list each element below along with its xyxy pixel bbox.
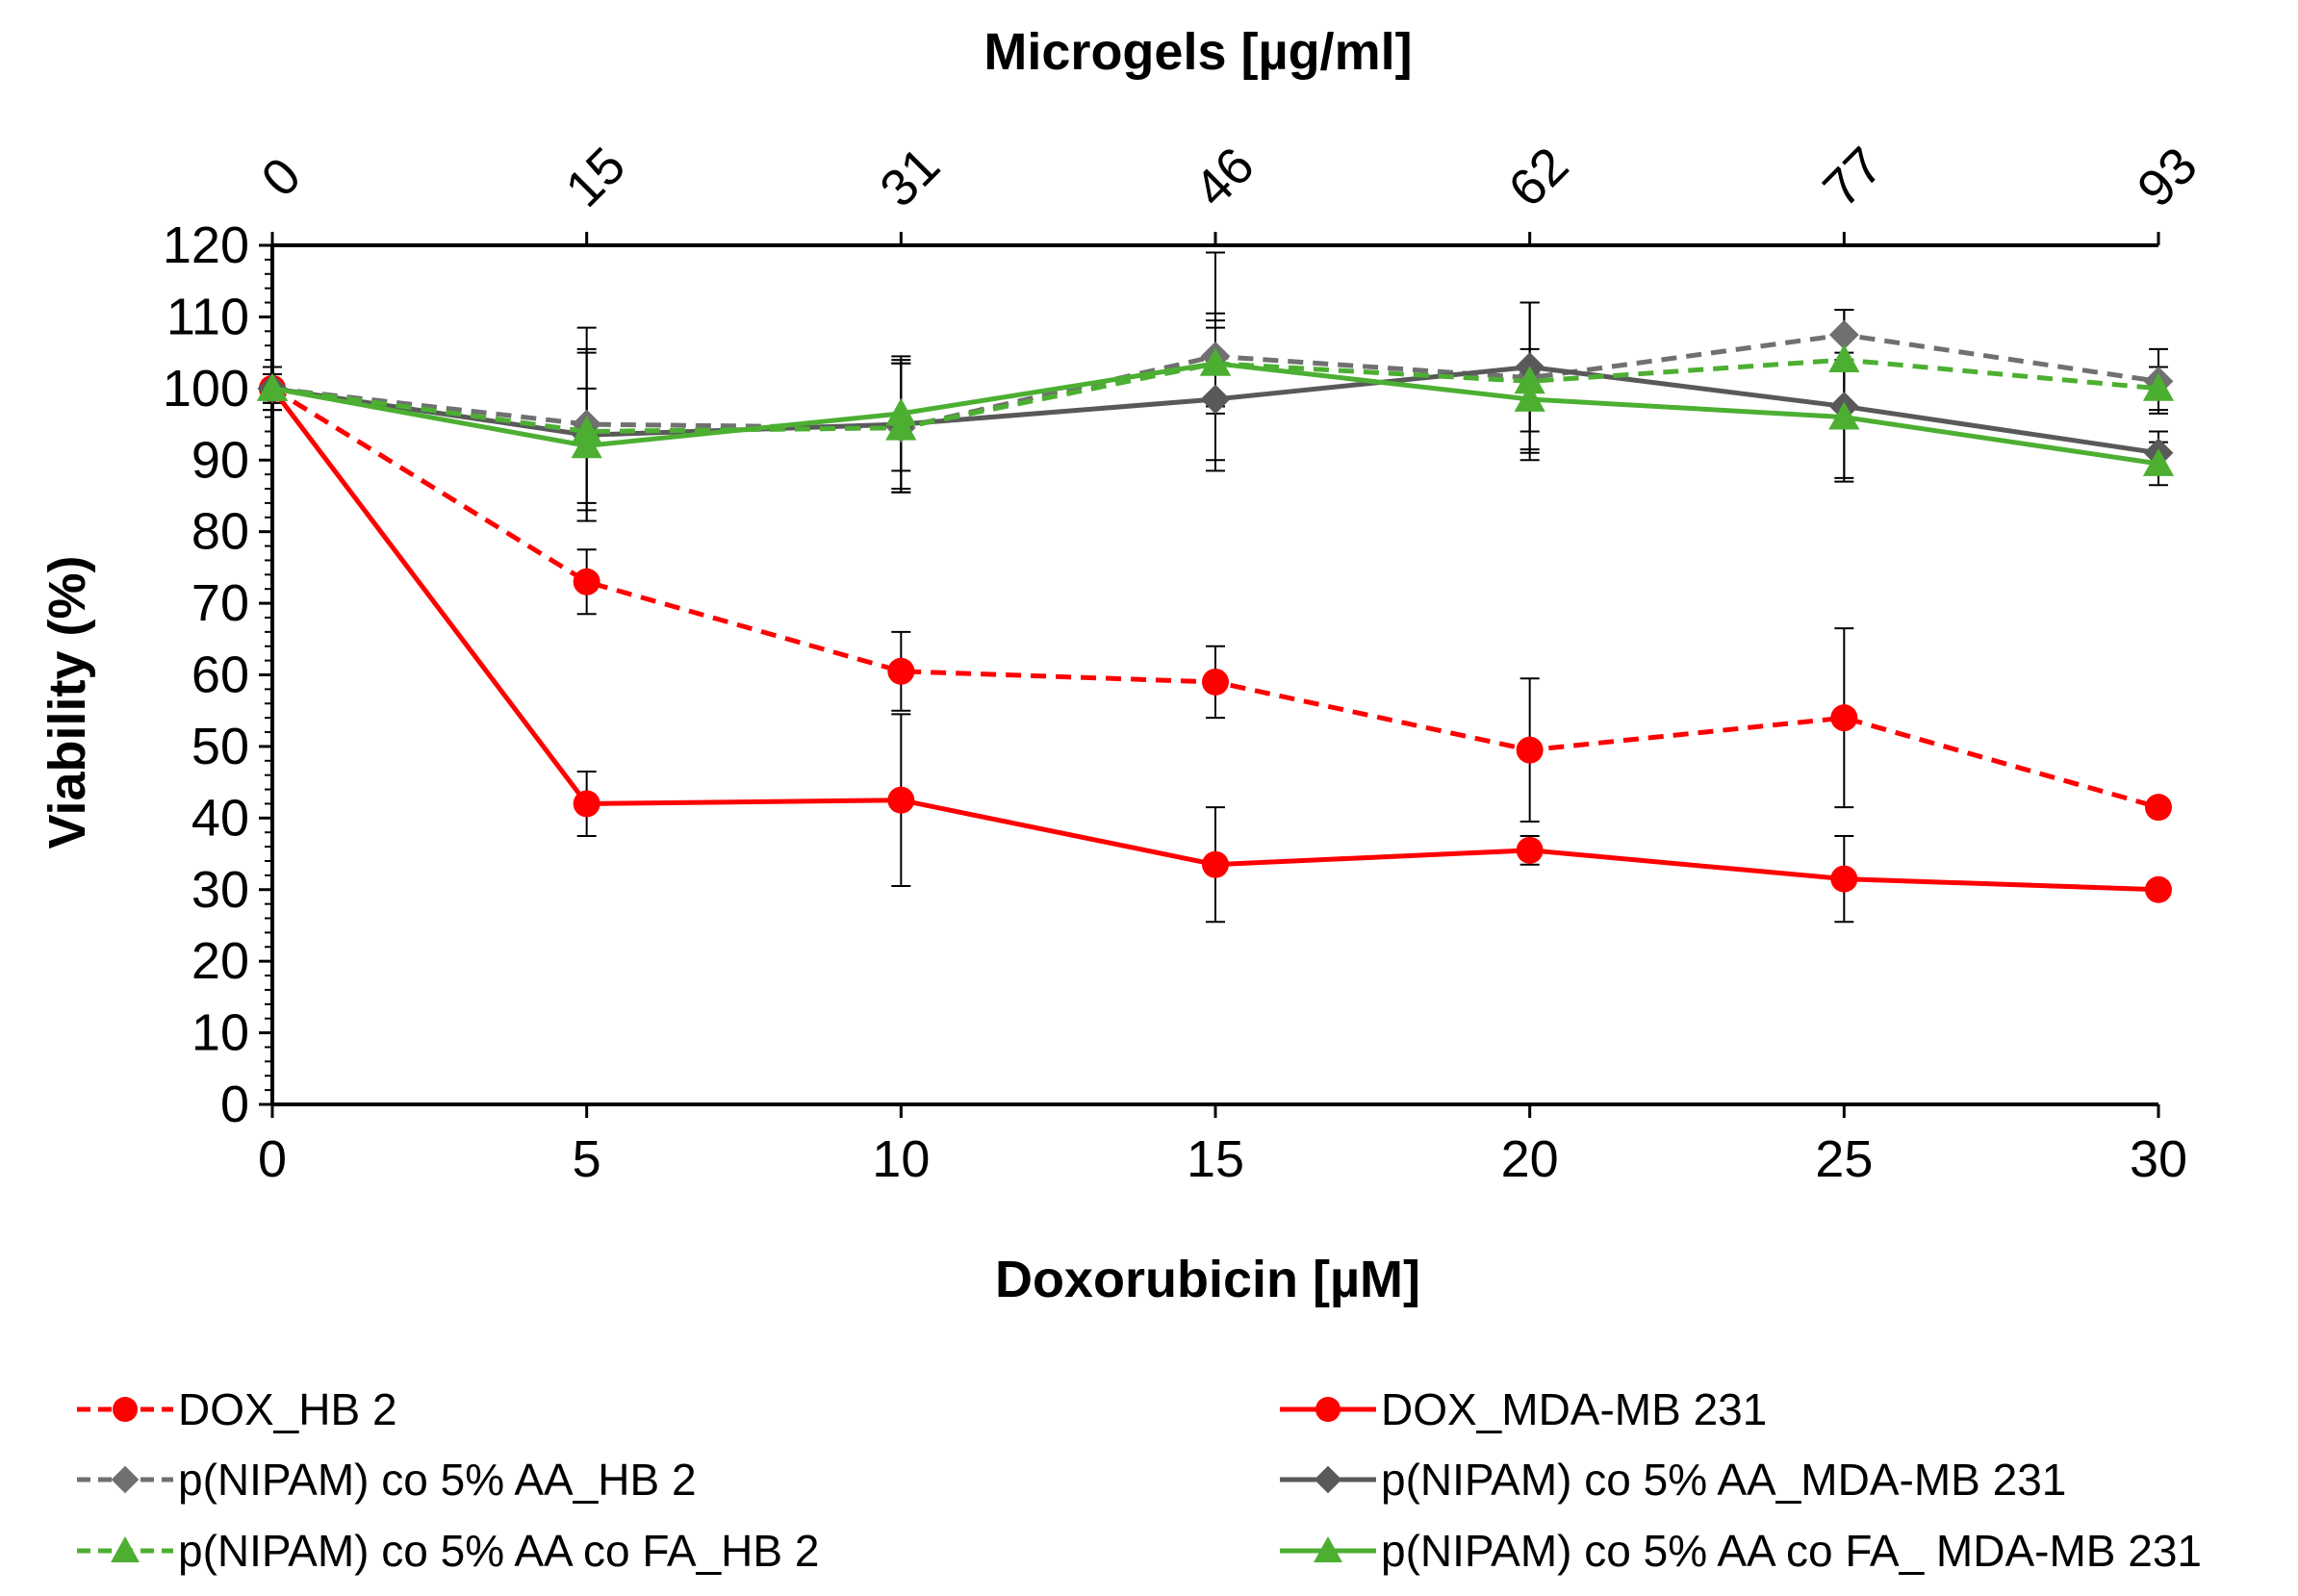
y-tick-label: 20 [192,932,249,990]
data-point [573,568,600,595]
y-tick-label: 50 [192,718,249,775]
x2-tick-label: 77 [1812,137,1894,218]
data-point [887,657,915,685]
data-point [571,430,602,459]
x-tick-label: 5 [573,1130,601,1188]
x-tick-label: 10 [872,1130,930,1188]
y-tick-label: 30 [192,861,249,919]
legend-label: p(NIPAM) co 5% AA_HB 2 [178,1455,697,1505]
data-point [1830,865,1858,893]
legend-label: DOX_MDA-MB 231 [1381,1384,1767,1434]
data-point [2142,447,2175,476]
x2-tick-label: 62 [1497,137,1579,218]
data-point [571,416,602,444]
x2-tick-label: 31 [869,137,951,218]
legend-marker [111,1465,140,1494]
legend-marker [1314,1465,1342,1494]
x2-tick-label: 0 [250,146,312,208]
y-tick-label: 90 [192,431,249,489]
legend-marker [111,1536,140,1562]
data-point [1202,850,1229,878]
y-tick-label: 120 [163,216,249,274]
x-tick-label: 20 [1501,1130,1559,1188]
data-point [1516,736,1544,764]
y-tick-label: 110 [166,288,249,345]
data-point [1830,704,1858,732]
legend-label: p(NIPAM) co 5% AA co FA_ MDA-MB 231 [1381,1526,2202,1576]
data-point [573,790,600,818]
x2-tick-label: 93 [2127,137,2209,218]
legend: DOX_HB 2 DOX_MDA-MB 231 p(NIPAM) co 5% AA_… [77,1384,2202,1576]
legend-label: p(NIPAM) co 5% AA_MDA-MB 231 [1381,1455,2066,1505]
data-point [256,372,289,401]
data-point [2142,372,2175,401]
data-point [1828,401,1860,430]
y-tick-label: 40 [192,789,249,847]
data-point [885,412,917,441]
x-tick-label: 30 [2130,1130,2187,1188]
legend-marker [1315,1397,1340,1422]
data-point [1514,383,1545,412]
legend-label: p(NIPAM) co 5% AA co FA_HB 2 [178,1526,819,1576]
legend-marker [1314,1536,1342,1562]
x-tick-label: 0 [258,1130,287,1188]
data-point [1828,343,1860,372]
x2-tick-label: 46 [1184,137,1265,218]
y-tick-label: 80 [192,503,249,561]
y-tick-label: 70 [192,574,249,632]
plot-area: 0102030405060708090100110120005151031154… [163,137,2209,1188]
y-axis-title: Viability (%) [38,555,96,849]
data-point [1199,347,1232,376]
x2-axis-title: Microgels [µg/ml] [983,23,1412,81]
data-point [1514,366,1545,394]
y-tick-label: 0 [220,1076,249,1133]
data-point [2145,875,2172,903]
y-tick-label: 100 [163,360,249,418]
y-tick-label: 10 [192,1004,249,1062]
data-point [2145,794,2172,822]
data-point [1200,384,1231,415]
legend-label: DOX_HB 2 [178,1384,397,1434]
x-tick-label: 25 [1815,1130,1873,1188]
y-tick-label: 60 [192,646,249,704]
data-point [885,397,917,426]
data-point [887,786,915,814]
x-tick-label: 15 [1187,1130,1244,1188]
x-axis-title: Doxorubicin [µM] [995,1251,1420,1308]
data-point [1828,319,1859,350]
legend-marker [113,1397,138,1422]
data-point [1516,836,1544,864]
x2-tick-label: 15 [554,137,636,218]
data-point [1202,668,1229,696]
